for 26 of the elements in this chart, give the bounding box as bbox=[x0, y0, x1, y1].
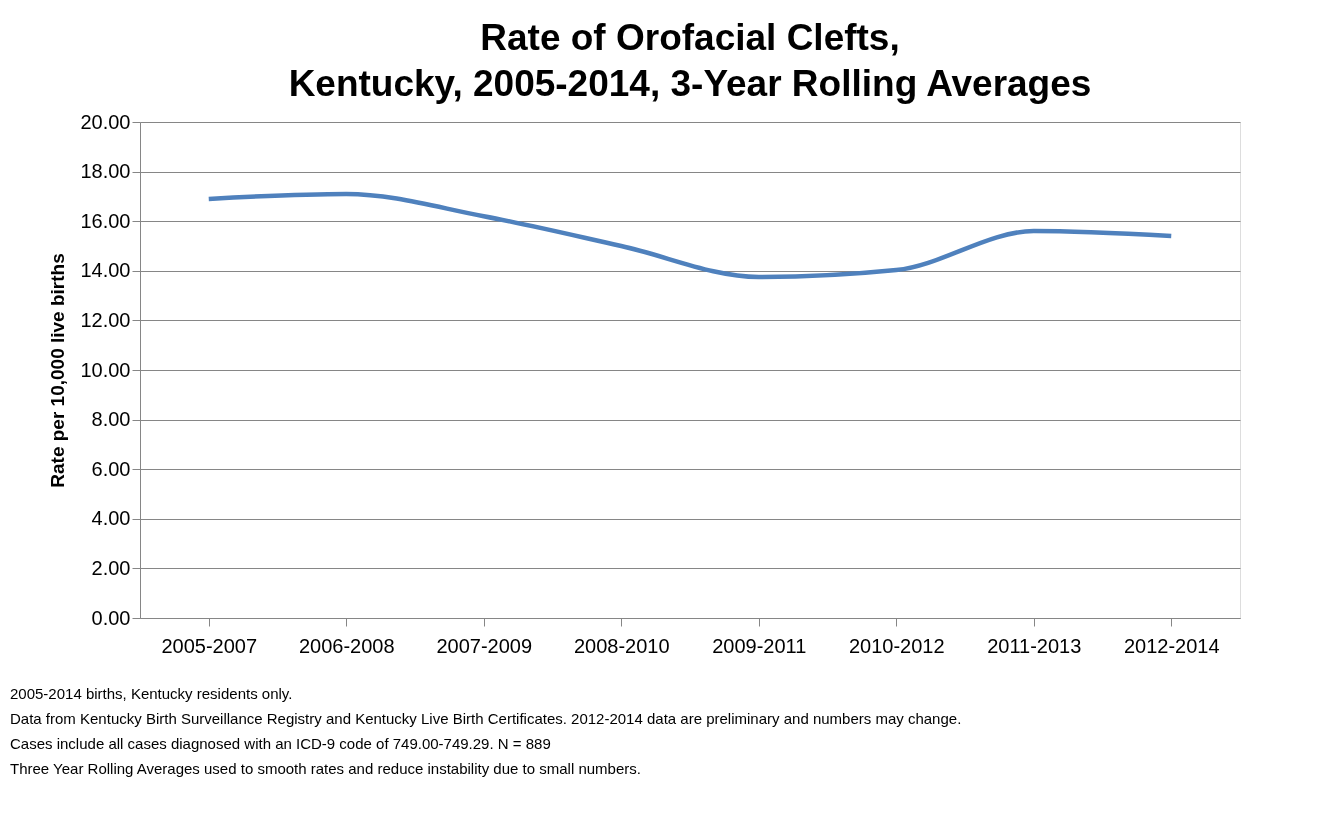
text: Cases include all cases diagnosed with an ICD-9 code of 749.00-749.29. N = 889 bbox=[10, 735, 551, 752]
y-tick-label: 14.00 bbox=[80, 259, 131, 282]
line-series bbox=[206, 191, 1174, 280]
text: 2005-2014 births, Kentucky residents only. bbox=[10, 685, 293, 702]
text: Data from Kentucky Birth Surveillance Registry and Kentucky Live Birth Certificates. 2012-2014 data are preliminary and numbers may change. bbox=[10, 710, 962, 727]
text: Three Year Rolling Averages used to smooth rates and reduce instability due to small numbers. bbox=[10, 760, 641, 777]
x-tick-label: 2006-2008 bbox=[298, 634, 395, 657]
y-tick-label: 8.00 bbox=[91, 408, 131, 431]
y-tick-label: 18.00 bbox=[80, 160, 131, 183]
x-tick-label: 2007-2009 bbox=[436, 634, 533, 657]
x-tick-label: 2012-2014 bbox=[1123, 634, 1220, 657]
x-tick-label: 2005-2007 bbox=[161, 634, 258, 657]
y-axis-title: Rate per 10,000 live births bbox=[47, 253, 69, 488]
y-tick-label: 4.00 bbox=[91, 507, 131, 530]
y-tick-label: 2.00 bbox=[91, 556, 131, 579]
y-tick-label: 0.00 bbox=[91, 606, 131, 629]
x-tick-label: 2009-2011 bbox=[712, 634, 807, 657]
chart-title: Rate of Orofacial Clefts, Kentucky, 2005-2014, 3-Year Rolling Averages bbox=[288, 17, 1092, 104]
y-tick-label: 10.00 bbox=[80, 358, 131, 381]
y-tick-label: 20.00 bbox=[80, 110, 131, 133]
y-tick-label: 12.00 bbox=[80, 308, 131, 331]
x-tick-label: 2010-2012 bbox=[848, 634, 945, 657]
y-tick-label: 6.00 bbox=[91, 457, 131, 480]
y-tick-label: 16.00 bbox=[80, 209, 131, 232]
x-tick-label: 2011-2013 bbox=[987, 634, 1082, 657]
x-tick-label: 2008-2010 bbox=[573, 634, 670, 657]
